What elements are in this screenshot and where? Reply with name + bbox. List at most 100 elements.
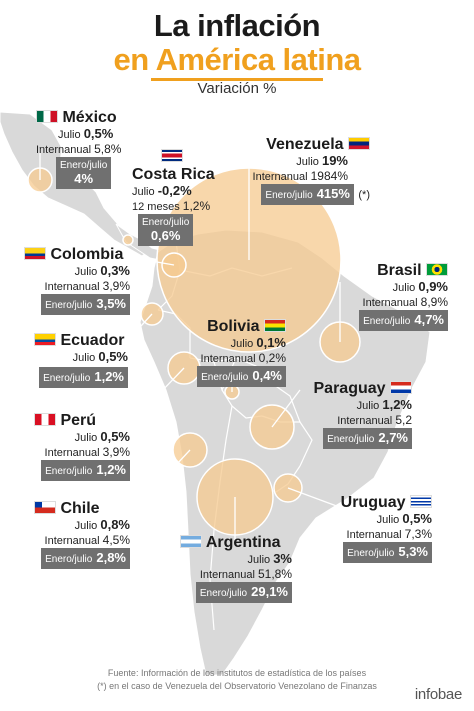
brasil-flag-icon	[426, 263, 448, 276]
chile-july-value: 0,8%	[100, 517, 130, 532]
argentina-annual-label: Internanual	[199, 569, 255, 581]
peru-flag-icon	[34, 413, 56, 426]
costa-rica-annual-label: 12 meses	[132, 201, 180, 213]
colombia-ytd-value: 3,5%	[96, 296, 126, 311]
ecuador-july-label: Julio	[72, 352, 96, 364]
uruguay-ytd-box: Enero/julio 5,3%	[343, 542, 432, 563]
venezuela-note: (*)	[358, 189, 370, 201]
leader-colombia	[133, 257, 175, 266]
leader-chile	[133, 449, 191, 511]
mexico-july-label: Julio	[58, 129, 81, 141]
brasil-ytd-box: Enero/julio 4,7%	[359, 310, 448, 331]
brasil-july-label: Julio	[392, 282, 416, 294]
bolivia-july-label: Julio	[230, 338, 254, 350]
ecuador-july-value: 0,5%	[98, 349, 128, 364]
colombia-july-label: Julio	[74, 266, 98, 278]
bubble-costa-rica	[122, 234, 134, 246]
label-mexico: México Julio 0,5% Internanual 5,8% Enero…	[36, 109, 132, 189]
argentina-ytd-box: Enero/julio 29,1%	[195, 582, 292, 603]
venezuela-july-label: Julio	[296, 156, 319, 168]
venezuela-annual-label: Internanual	[252, 171, 308, 183]
costa-rica-july-value: -0,2%	[157, 183, 192, 198]
uruguay-name: Uruguay	[340, 494, 406, 511]
label-uruguay: Uruguay Julio 0,5% Internanual 7,3% Ener…	[328, 494, 432, 563]
paraguay-annual-value: 5,2	[395, 413, 412, 427]
venezuela-ytd-value: 415%	[316, 186, 350, 201]
uruguay-ytd-label: Enero/julio	[347, 548, 395, 559]
ecuador-name: Ecuador	[60, 332, 125, 349]
chile-july-label: Julio	[74, 520, 98, 532]
colombia-ytd-box: Enero/julio 3,5%	[41, 294, 130, 315]
paraguay-annual-label: Internanual	[337, 415, 393, 427]
paraguay-ytd-value: 2,7%	[378, 430, 408, 445]
colombia-annual-label: Internanual	[44, 281, 100, 293]
latin-america-map	[0, 111, 431, 675]
label-bolivia: Bolivia Julio 0,1% Internanual 0,2% Ener…	[178, 318, 286, 387]
brasil-name: Brasil	[377, 262, 422, 279]
brasil-annual-label: Internanual	[362, 297, 418, 309]
venezuela-annual-value: 1984%	[310, 169, 348, 183]
argentina-july-value: 3%	[273, 551, 292, 566]
label-chile: Chile Julio 0,8% Internanual 4,5% Enero/…	[34, 500, 130, 569]
colombia-july-value: 0,3%	[100, 263, 130, 278]
peru-ytd-label: Enero/julio	[45, 466, 93, 477]
leader-ecuador	[129, 313, 153, 339]
costa-rica-annual-value: 1,2%	[182, 199, 211, 213]
paraguay-ytd-label: Enero/julio	[327, 434, 375, 445]
chile-ytd-value: 2,8%	[96, 550, 126, 565]
title-line1: La inflación	[153, 8, 321, 43]
mexico-ytd-box: Enero/julio 4%	[56, 157, 112, 189]
uruguay-july-value: 0,5%	[402, 511, 432, 526]
mexico-ytd-value: 4%	[74, 171, 94, 186]
mexico-annual-value: 5,8%	[94, 142, 122, 156]
costa-rica-ytd-value: 0,6%	[150, 228, 181, 243]
mexico-ytd-label: Enero/julio	[60, 160, 108, 171]
leader-paraguay	[271, 389, 301, 428]
label-peru: Perú Julio 0,5% Internanual 3,9% Enero/j…	[34, 412, 130, 481]
uruguay-annual-value: 7,3%	[404, 527, 432, 541]
uruguay-annual-label: Internanual	[346, 529, 402, 541]
bolivia-annual-label: Internanual	[200, 353, 256, 365]
bolivia-annual-value: 0,2%	[258, 351, 286, 365]
colombia-annual-value: 3,9%	[102, 279, 130, 293]
label-ecuador: Ecuador Julio 0,5% Enero/julio 1,2%	[34, 332, 128, 388]
label-colombia: Colombia Julio 0,3% Internanual 3,9% Ene…	[24, 246, 130, 315]
colombia-ytd-label: Enero/julio	[45, 300, 93, 311]
peru-annual-value: 3,9%	[102, 445, 130, 459]
uruguay-ytd-value: 5,3%	[398, 544, 428, 559]
bolivia-july-value: 0,1%	[256, 335, 286, 350]
venezuela-flag-icon	[348, 137, 370, 150]
peru-july-label: Julio	[74, 432, 98, 444]
venezuela-ytd-label: Enero/julio	[265, 190, 313, 201]
peru-annual-label: Internanual	[44, 447, 100, 459]
argentina-ytd-value: 29,1%	[251, 584, 288, 599]
argentina-flag-icon	[180, 535, 202, 548]
chile-flag-icon	[34, 501, 56, 514]
paraguay-july-label: Julio	[356, 400, 380, 412]
ecuador-ytd-box: Enero/julio 1,2%	[39, 367, 128, 388]
argentina-annual-value: 51,8%	[257, 567, 292, 581]
title-underline	[151, 78, 323, 81]
label-paraguay: Paraguay Julio 1,2% Internanual 5,2 Ener…	[300, 380, 412, 449]
argentina-ytd-label: Enero/julio	[199, 588, 248, 599]
brasil-ytd-label: Enero/julio	[363, 316, 411, 327]
venezuela-name: Venezuela	[266, 136, 344, 153]
leader-peru	[133, 367, 185, 421]
uruguay-flag-icon	[410, 495, 432, 508]
peru-name: Perú	[60, 412, 97, 429]
brasil-ytd-value: 4,7%	[414, 312, 444, 327]
bolivia-ytd-value: 0,4%	[252, 368, 282, 383]
mexico-july-value: 0,5%	[83, 126, 114, 141]
venezuela-ytd-box: Enero/julio 415%	[261, 184, 354, 205]
paraguay-flag-icon	[390, 381, 412, 394]
bolivia-name: Bolivia	[207, 318, 260, 335]
chile-annual-value: 4,5%	[102, 533, 130, 547]
costa-rica-ytd-label: Enero/julio	[142, 217, 190, 228]
costa-rica-flag-icon	[161, 149, 183, 162]
venezuela-july-value: 19%	[321, 153, 348, 168]
ecuador-ytd-label: Enero/julio	[43, 373, 91, 384]
argentina-july-label: Julio	[247, 554, 271, 566]
costa-rica-ytd-box: Enero/julio 0,6%	[138, 214, 194, 246]
bolivia-ytd-box: Enero/julio 0,4%	[197, 366, 286, 387]
mexico-annual-label: Internanual	[36, 144, 92, 156]
